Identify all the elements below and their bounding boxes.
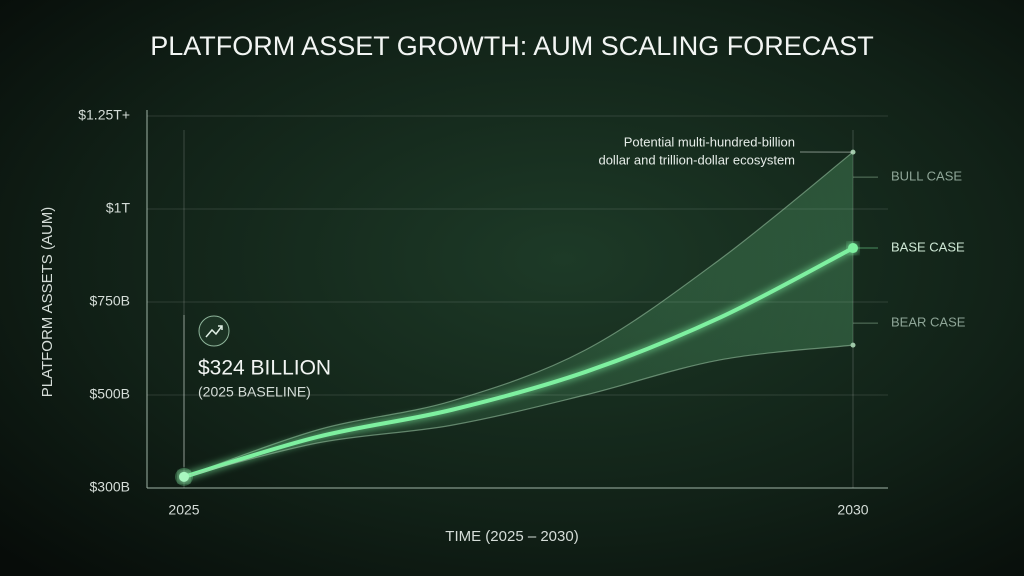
forecast-range [184, 152, 853, 477]
y-tick-label: $750B [90, 293, 130, 309]
base-line [183, 246, 854, 479]
end-point [850, 342, 856, 348]
baseline-point [179, 471, 189, 482]
chart-title: PLATFORM ASSET GROWTH: AUM SCALING FOREC… [150, 31, 874, 61]
baseline-value: $324 BILLION [198, 357, 331, 380]
x-tick-label: 2030 [837, 502, 868, 518]
scenario-line [183, 344, 854, 478]
series-label: BEAR CASE [891, 315, 966, 330]
y-tick-label: $1T [106, 200, 131, 216]
y-tick-label: $500B [90, 386, 130, 402]
series-label: BASE CASE [891, 239, 965, 254]
baseline-note: (2025 BASELINE) [198, 384, 311, 400]
y-tick-label: $300B [90, 479, 130, 495]
y-axis-title: PLATFORM ASSETS (AUM) [39, 207, 56, 398]
callout-text: dollar and trillion-dollar ecosystem [598, 152, 795, 167]
scenario-line [183, 151, 854, 478]
series-label: BULL CASE [891, 169, 962, 184]
trend-icon-glyph [205, 325, 223, 338]
y-tick-label: $1.25T+ [78, 107, 130, 123]
x-tick-label: 2025 [168, 502, 199, 518]
x-axis-title: TIME (2025 – 2030) [445, 528, 578, 545]
callout-text: Potential multi-hundred-billion [624, 134, 795, 149]
